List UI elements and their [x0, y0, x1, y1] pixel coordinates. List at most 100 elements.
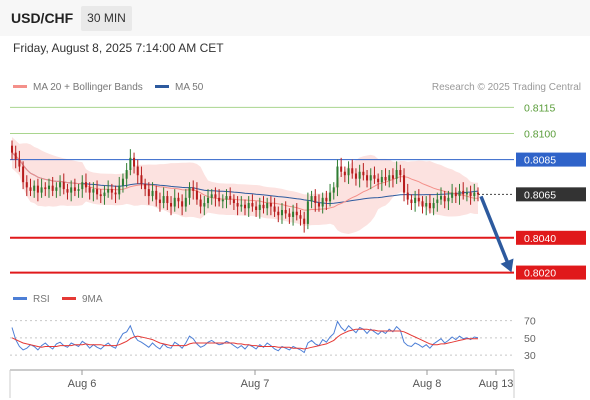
candle-body — [266, 203, 269, 209]
candle-body — [199, 199, 202, 207]
candle-body — [443, 196, 446, 202]
candle-body — [51, 185, 54, 191]
candle-body — [299, 215, 302, 219]
candle-body — [10, 145, 14, 153]
rsi9ma-legend-swatch — [62, 297, 76, 300]
candle-body — [303, 218, 306, 224]
candle-body — [129, 157, 132, 171]
candle-body — [103, 192, 106, 197]
candle-body — [25, 182, 28, 188]
candle-body — [55, 187, 58, 191]
candle-body — [181, 201, 184, 207]
candle-body — [144, 183, 147, 190]
candle-body — [354, 173, 357, 179]
candle-body — [110, 189, 113, 193]
candle-body — [428, 203, 431, 209]
time-tick-label: Aug 13 — [479, 378, 514, 390]
level-labels: 0.8115 0.8100 0.8085 0.8065 0.8040 0.8020 — [479, 102, 586, 280]
support-label: 0.8040 — [524, 233, 556, 245]
candle-body — [329, 192, 332, 202]
ma20-legend-label: MA 20 + Bollinger Bands — [33, 82, 143, 93]
candle-body — [403, 175, 406, 193]
last-price-tag — [516, 187, 586, 202]
pivot-tag — [516, 152, 586, 167]
candle-body — [295, 211, 298, 216]
forecast-arrow-head — [500, 258, 514, 273]
candle-body — [439, 196, 443, 200]
candle-body — [47, 185, 51, 190]
candle-body — [388, 175, 391, 181]
candle-body — [158, 199, 161, 204]
candle-body — [454, 192, 457, 197]
candle-body — [243, 204, 247, 209]
chart-header: USD/CHF 30 MIN — [0, 0, 590, 36]
candle-body — [406, 192, 409, 200]
candle-body — [421, 201, 424, 207]
support-tag — [516, 265, 586, 280]
candle-body — [33, 185, 36, 191]
candle-body — [92, 189, 95, 193]
candle-body — [377, 178, 380, 183]
candle-body — [458, 190, 461, 197]
candle-body — [284, 209, 287, 214]
candle-body — [247, 203, 250, 209]
rsi-legend-swatch — [13, 297, 27, 300]
candle-body — [184, 197, 187, 207]
candle-body — [136, 166, 139, 176]
candle-body — [214, 194, 217, 198]
candle-body — [380, 176, 383, 183]
candle-body — [107, 189, 110, 193]
rsi9ma-legend-label: 9MA — [82, 294, 103, 305]
candle-body — [288, 213, 291, 217]
time-tick-label: Aug 8 — [413, 378, 442, 390]
candle-body — [251, 203, 254, 207]
candle-body — [410, 199, 413, 204]
candle-body — [473, 192, 476, 197]
candle-body — [310, 196, 313, 202]
candle-body — [321, 197, 324, 207]
candle-body — [469, 192, 472, 197]
timeframe-button[interactable]: 30 MIN — [81, 6, 132, 31]
candle-body — [373, 175, 376, 179]
candle-body — [118, 185, 121, 195]
candle-body — [81, 182, 84, 190]
candle-body — [140, 175, 143, 184]
candle-body — [125, 170, 128, 179]
candle-body — [66, 189, 69, 193]
time-tick-label: Aug 6 — [68, 378, 97, 390]
forecast-arrow-shaft — [479, 195, 512, 270]
candle-body — [262, 204, 265, 209]
candle-body — [391, 175, 394, 179]
ma50-legend-swatch — [155, 85, 169, 88]
candle-body — [151, 190, 154, 197]
candle-body — [476, 192, 480, 195]
candle-body — [203, 203, 206, 207]
candle-body — [395, 170, 398, 179]
candle-body — [22, 166, 25, 183]
candle-body — [462, 190, 465, 195]
resistance-label: 0.8115 — [524, 102, 555, 114]
candle-body — [399, 170, 402, 176]
candles — [10, 140, 480, 233]
candle-body — [173, 197, 176, 207]
candle-body — [306, 201, 309, 224]
rsi-tick-label: 70 — [524, 316, 536, 328]
credit-text: Research © 2025 Trading Central — [432, 82, 581, 93]
candle-body — [18, 159, 21, 167]
resistance-label: 0.8100 — [524, 129, 556, 141]
candle-body — [177, 197, 180, 202]
bollinger-band-fill — [12, 136, 478, 235]
candle-body — [133, 157, 136, 167]
ma50-legend-label: MA 50 — [175, 82, 204, 93]
candle-body — [332, 187, 335, 193]
candle-body — [314, 196, 317, 204]
candle-body — [59, 182, 62, 188]
candle-body — [166, 196, 169, 204]
ma20-legend-swatch — [13, 85, 27, 88]
candle-body — [347, 168, 350, 176]
rsi-tick-label: 30 — [524, 350, 536, 362]
symbol-label: USD/CHF — [11, 10, 74, 26]
last-price-label: 0.8065 — [524, 189, 556, 201]
candle-body — [155, 190, 158, 200]
